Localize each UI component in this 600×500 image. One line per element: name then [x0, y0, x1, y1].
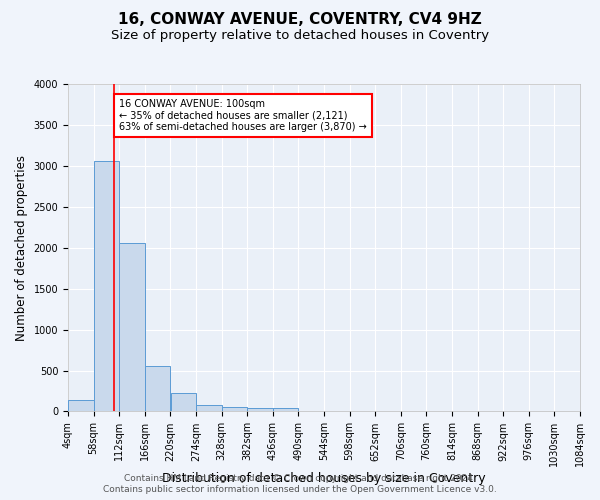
- Bar: [145, 366, 170, 412]
- Text: 16 CONWAY AVENUE: 100sqm
← 35% of detached houses are smaller (2,121)
63% of sem: 16 CONWAY AVENUE: 100sqm ← 35% of detach…: [119, 98, 367, 132]
- Text: 16, CONWAY AVENUE, COVENTRY, CV4 9HZ: 16, CONWAY AVENUE, COVENTRY, CV4 9HZ: [118, 12, 482, 28]
- X-axis label: Distribution of detached houses by size in Coventry: Distribution of detached houses by size …: [162, 472, 486, 485]
- Bar: [170, 394, 196, 411]
- Bar: [222, 408, 247, 412]
- Text: Size of property relative to detached houses in Coventry: Size of property relative to detached ho…: [111, 29, 489, 42]
- Y-axis label: Number of detached properties: Number of detached properties: [15, 154, 28, 340]
- Bar: [273, 408, 298, 412]
- Bar: [68, 400, 94, 411]
- Text: Contains HM Land Registry data © Crown copyright and database right 2024.
Contai: Contains HM Land Registry data © Crown c…: [103, 474, 497, 494]
- Bar: [119, 243, 145, 412]
- Bar: [247, 408, 272, 412]
- Bar: [94, 161, 119, 411]
- Bar: [196, 405, 221, 411]
